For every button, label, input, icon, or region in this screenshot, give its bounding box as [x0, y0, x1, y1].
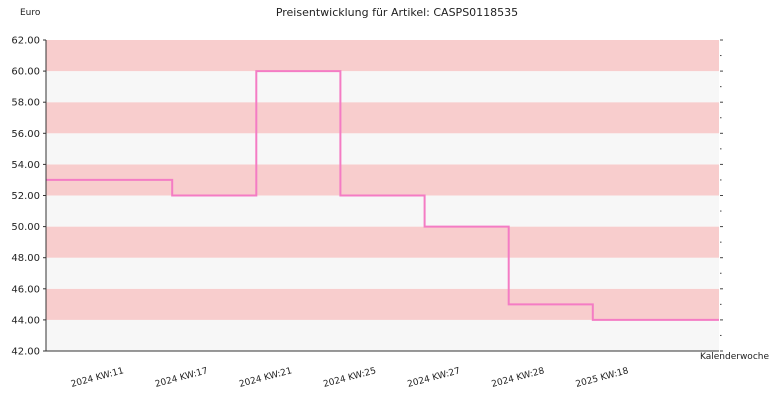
grid-band: [46, 40, 719, 72]
x-axis-label: Kalenderwoche: [700, 352, 769, 362]
x-axis-ticks: 2024 KW:11 2024 KW:17 2024 KW:21 2024 KW:25…: [70, 366, 630, 390]
grid-bands: [46, 40, 719, 351]
grid-band: [46, 102, 719, 134]
grid-band: [46, 71, 719, 103]
y-tick-label: 48.00: [11, 253, 40, 264]
y-tick-label: 42.00: [11, 347, 40, 358]
grid-band: [46, 133, 719, 165]
x-tick-label: 2025 KW:18: [575, 366, 630, 390]
y-tick-label: 52.00: [11, 191, 40, 202]
y-tick-label: 60.00: [11, 67, 40, 78]
y-axis-label: Euro: [20, 8, 41, 18]
grid-band: [46, 195, 719, 227]
y-tick-label: 58.00: [11, 98, 40, 109]
y-tick-label: 44.00: [11, 315, 40, 326]
x-tick-label: 2024 KW:25: [322, 366, 377, 390]
grid-band: [46, 288, 719, 320]
price-series-line: [46, 70, 719, 321]
x-tick-label: 2024 KW:11: [70, 366, 125, 390]
y-axis-ticks: 42.00 44.00 46.00 48.00 50.00 52.00 54.00 56.00…: [11, 36, 46, 358]
y-tick-label: 50.00: [11, 222, 40, 233]
chart-title: Preisentwicklung für Artikel: CASPS01185…: [276, 6, 518, 19]
grid-band: [46, 319, 719, 351]
grid-band: [46, 226, 719, 258]
y-tick-label: 54.00: [11, 160, 40, 171]
grid-band: [46, 257, 719, 289]
x-tick-label: 2024 KW:17: [154, 366, 209, 390]
y-tick-label: 56.00: [11, 129, 40, 140]
x-tick-label: 2024 KW:21: [238, 366, 293, 390]
x-tick-label: 2024 KW:27: [406, 366, 461, 390]
x-tick-label: 2024 KW:28: [491, 366, 546, 390]
y-tick-label: 62.00: [11, 36, 40, 47]
series-layer: [46, 70, 719, 321]
y-tick-label: 46.00: [11, 284, 40, 295]
